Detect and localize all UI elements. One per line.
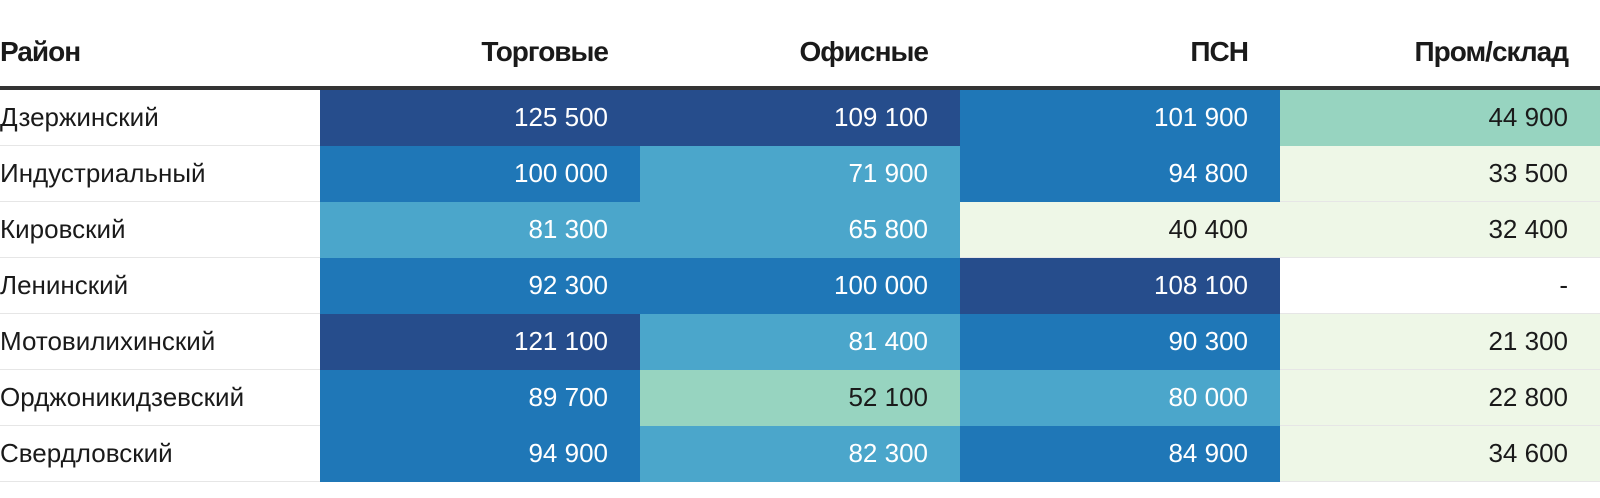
heatmap-cell: 121 100 <box>320 313 640 370</box>
header-row: Район Торговые Офисные ПСН Пром/склад <box>0 18 1600 90</box>
heatmap-cell: 101 900 <box>960 88 1280 146</box>
table-row: Орджоникидзевский 89 700 52 100 80 000 22 80… <box>0 369 1600 426</box>
heatmap-cell: 94 900 <box>320 425 640 482</box>
heatmap-cell: 82 300 <box>640 425 960 482</box>
heatmap-cell: 65 800 <box>640 201 960 258</box>
column-header-district: Район <box>0 18 320 90</box>
row-label: Ленинский <box>0 257 320 314</box>
table-row: Ленинский 92 300 100 000 108 100- <box>0 257 1600 314</box>
heatmap-cell: 89 700 <box>320 369 640 426</box>
heatmap-cell: 21 300 <box>1280 313 1600 370</box>
row-label: Свердловский <box>0 425 320 482</box>
row-label: Дзержинский <box>0 88 320 146</box>
row-label: Кировский <box>0 201 320 258</box>
column-header-psn: ПСН <box>960 18 1280 90</box>
heatmap-table: Район Торговые Офисные ПСН Пром/склад Дз… <box>0 18 1600 482</box>
heatmap-cell: 81 300 <box>320 201 640 258</box>
heatmap-cell: 90 300 <box>960 313 1280 370</box>
heatmap-cell: 100 000 <box>320 145 640 202</box>
heatmap-cell: 33 500 <box>1280 145 1600 202</box>
table-row: Индустриальный 100 000 71 900 94 800 33 500 <box>0 145 1600 202</box>
table-row: Свердловский 94 900 82 300 84 900 34 600 <box>0 425 1600 482</box>
heatmap-cell: 44 900 <box>1280 88 1600 146</box>
row-label: Индустриальный <box>0 145 320 202</box>
table-row: Кировский 81 300 65 800 40 400 32 400 <box>0 201 1600 258</box>
table-row: Мотовилихинский 121 100 81 400 90 300 21 300 <box>0 313 1600 370</box>
heatmap-cell: 94 800 <box>960 145 1280 202</box>
table-row: Дзержинский 125 500 109 100 101 900 44 900 <box>0 88 1600 146</box>
column-header-office: Офисные <box>640 18 960 90</box>
heatmap-cell: 100 000 <box>640 257 960 314</box>
row-label: Мотовилихинский <box>0 313 320 370</box>
heatmap-cell: 32 400 <box>1280 201 1600 258</box>
heatmap-cell: 22 800 <box>1280 369 1600 426</box>
heatmap-cell: 84 900 <box>960 425 1280 482</box>
heatmap-cell: 71 900 <box>640 145 960 202</box>
row-label: Орджоникидзевский <box>0 369 320 426</box>
heatmap-body: Дзержинский 125 500 109 100 101 900 44 900 Ин… <box>0 88 1600 482</box>
heatmap-cell: 81 400 <box>640 313 960 370</box>
heatmap-cell: 109 100 <box>640 88 960 146</box>
heatmap-cell: 34 600 <box>1280 425 1600 482</box>
column-header-retail: Торговые <box>320 18 640 90</box>
column-header-industrial-warehouse: Пром/склад <box>1280 18 1600 90</box>
heatmap-cell: 108 100 <box>960 257 1280 314</box>
heatmap-cell: 92 300 <box>320 257 640 314</box>
heatmap-cell: 52 100 <box>640 369 960 426</box>
heatmap-cell: 125 500 <box>320 88 640 146</box>
heatmap-cell: 80 000 <box>960 369 1280 426</box>
heatmap-cell: 40 400 <box>960 201 1280 258</box>
heatmap-cell: - <box>1280 257 1600 314</box>
